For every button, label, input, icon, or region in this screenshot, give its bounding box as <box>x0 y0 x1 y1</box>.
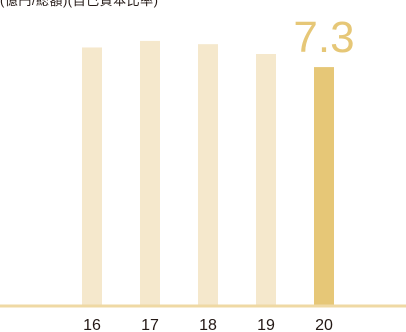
bar-16 <box>82 47 102 307</box>
x-tick-label-19: 19 <box>257 317 275 332</box>
highlight-value-label: 7.3 <box>293 13 354 62</box>
bar-17 <box>140 40 160 307</box>
bar-19 <box>256 54 276 306</box>
x-tick-label-20: 20 <box>315 317 333 332</box>
bar-20 <box>314 67 334 306</box>
chart-caption: (億円/総額)(自己資本比率) <box>0 0 159 8</box>
x-tick-label-16: 16 <box>83 317 101 332</box>
x-tick-labels: 16 17 18 19 20 <box>83 317 333 332</box>
bar-group <box>82 40 334 307</box>
x-tick-label-18: 18 <box>199 317 217 332</box>
x-tick-label-17: 17 <box>141 317 159 332</box>
bar-18 <box>198 44 218 306</box>
